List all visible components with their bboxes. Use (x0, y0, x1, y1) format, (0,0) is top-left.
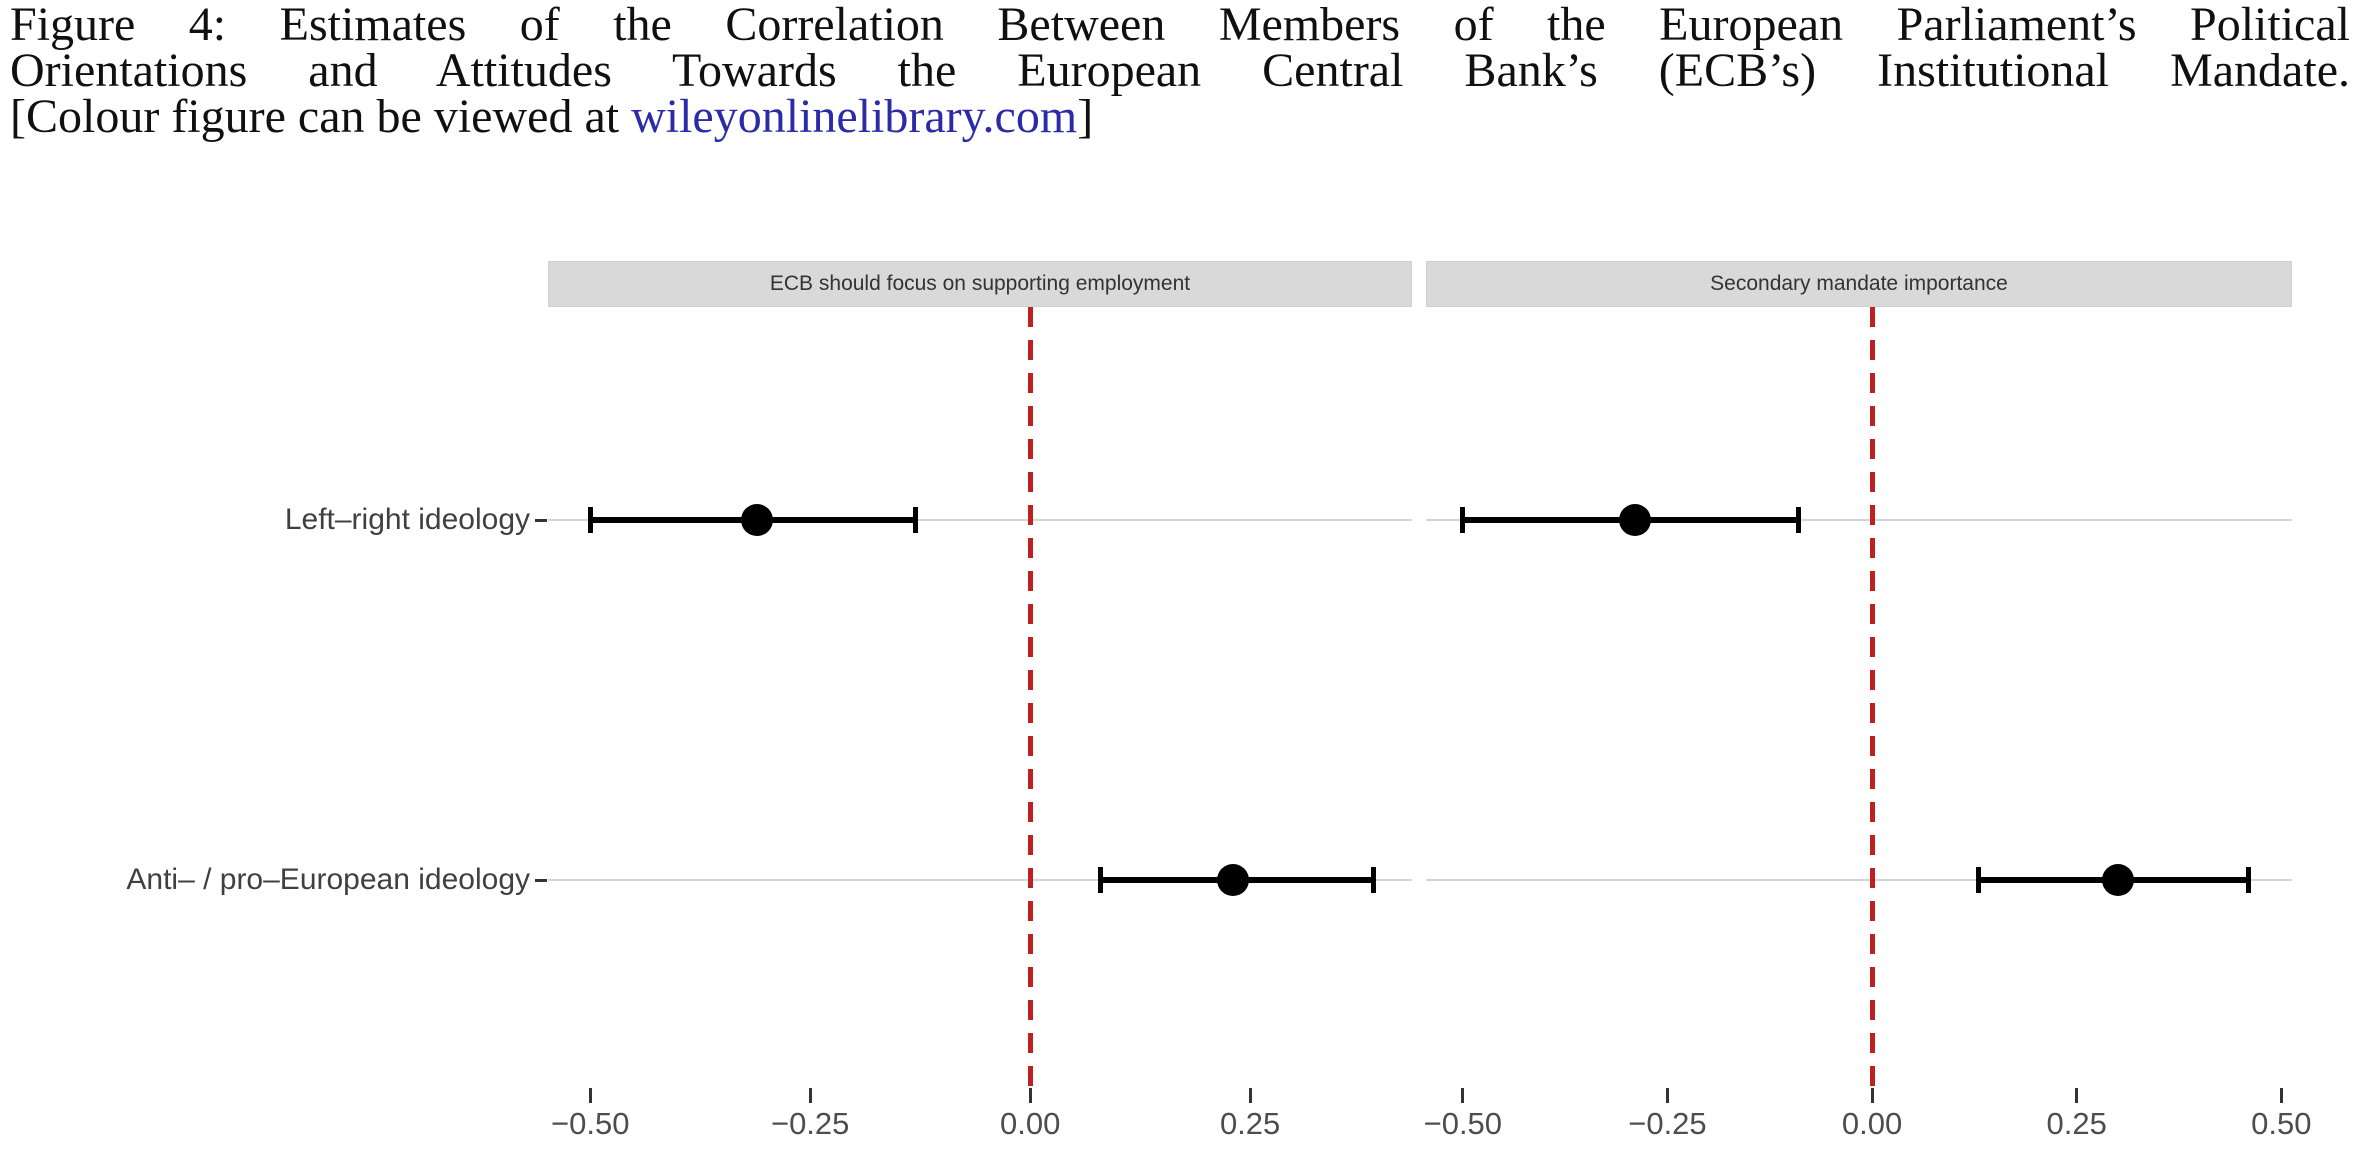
x-axis-tick (2075, 1088, 2079, 1103)
panel-ecb-employment: −0.50 −0.25 0.00 0.25 (548, 307, 1412, 1141)
x-axis-tick-label: −0.50 (1423, 1106, 1503, 1141)
row-gridline (1426, 519, 2292, 521)
x-axis-tick (1461, 1088, 1465, 1103)
x-axis-tick-label: −0.25 (770, 1106, 850, 1141)
zero-reference-line (1869, 307, 1875, 1097)
y-axis-label-left-right: Left–right ideology (284, 503, 530, 536)
x-axis-tick-label: 0.00 (1841, 1106, 1903, 1141)
facet-strip-label: Secondary mandate importance (1710, 272, 2008, 295)
wiley-link[interactable]: wileyonlinelibrary.com (631, 90, 1078, 143)
x-axis-tick (2279, 1088, 2283, 1103)
ci-cap-low (1460, 507, 1466, 533)
x-axis-tick-label: −0.25 (1628, 1106, 1707, 1141)
point-estimate (2101, 864, 2134, 896)
facet-strip-ecb-employment: ECB should focus on supporting employmen… (548, 261, 1412, 307)
row-gridline (548, 879, 1412, 881)
ci-cap-high (1795, 507, 1801, 533)
row-gridline (548, 519, 1412, 521)
y-axis-tick (535, 519, 547, 522)
facet-strip-label: ECB should focus on supporting employmen… (769, 272, 1191, 295)
figure-caption: Figure 4: Estimates of the Correlation B… (10, 0, 2350, 141)
x-axis-tick-label: −0.50 (550, 1106, 630, 1141)
x-axis-tick-label: 0.25 (1219, 1106, 1281, 1141)
x-axis-tick-label: 0.50 (2251, 1106, 2312, 1141)
caption-line-3-prefix: [Colour figure can be viewed at (10, 90, 632, 143)
ci-cap-high (2246, 867, 2252, 893)
point-estimate (1216, 864, 1249, 896)
ci-cap-low (587, 507, 593, 533)
point-estimate (741, 504, 774, 536)
x-axis-tick (1248, 1088, 1252, 1103)
ci-cap-high (913, 507, 919, 533)
zero-reference-line (1027, 307, 1033, 1097)
x-axis-tick (588, 1088, 592, 1103)
y-axis-tick (535, 879, 547, 882)
caption-line-2: Orientations and Attitudes Towards the E… (10, 44, 2350, 97)
row-gridline (1426, 879, 2292, 881)
x-axis-tick (1665, 1088, 1669, 1103)
point-estimate (1618, 504, 1651, 536)
ci-cap-high (1370, 867, 1376, 893)
caption-line-1: Figure 4: Estimates of the Correlation B… (10, 0, 2350, 51)
caption-line-3: [Colour figure can be viewed at wileyonl… (10, 93, 2350, 141)
ci-cap-low (1976, 867, 1981, 893)
panel-secondary-mandate: −0.50 −0.25 0.00 0.25 0.50 (1424, 307, 2312, 1141)
caption-line-3-suffix: ] (1077, 90, 1094, 143)
x-axis-tick (808, 1088, 812, 1103)
facet-strip-secondary-mandate: Secondary mandate importance (1426, 261, 2292, 307)
x-axis-tick-label: 0.25 (2046, 1106, 2107, 1141)
y-axis-label-anti-pro-european: Anti– / pro–European ideology (126, 863, 530, 896)
ci-cap-low (1098, 867, 1104, 893)
x-axis-tick-label: 0.00 (999, 1106, 1061, 1141)
